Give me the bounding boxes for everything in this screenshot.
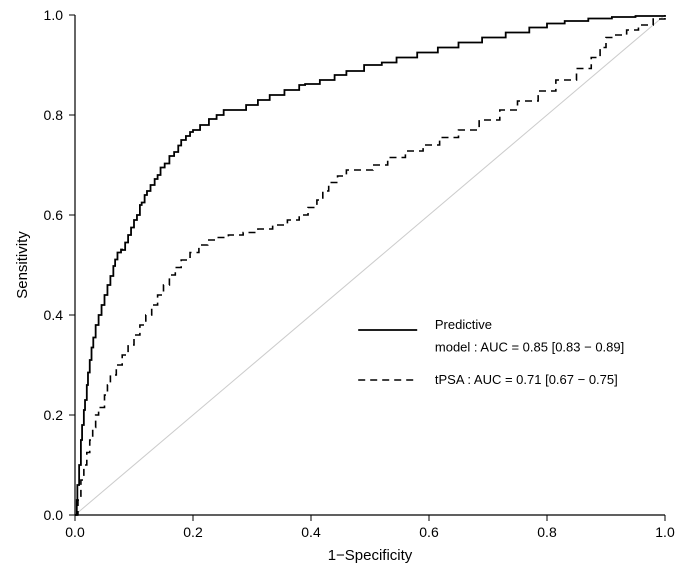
y-tick-label: 0.2 [44,407,64,423]
y-tick-label: 0.4 [44,307,64,323]
roc-chart: 0.00.0 0.2 0.2 0.4 0.4 0.6 0.6 0.8 0.8 1.0 1.0 1−Sp… [0,0,685,564]
x-tick-label: 0.0 [65,524,85,540]
legend-label-tpsa: tPSA : AUC = 0.71 [0.67 − 0.75] [435,372,618,387]
x-tick-label: 0.2 [183,524,203,540]
x-tick-label: 0.6 [419,524,439,540]
y-tick-label: 0.8 [44,107,64,123]
legend-label-predictive-1: Predictive [435,317,492,332]
x-axis-label: 1−Specificity [328,547,413,564]
x-tick-label: 1.0 [655,524,675,540]
x-tick-label: 0.4 [301,524,321,540]
legend-label-predictive-2: model : AUC = 0.85 [0.83 − 0.89] [435,340,624,355]
chart-svg: 0.00.0 0.2 0.2 0.4 0.4 0.6 0.6 0.8 0.8 1.0 1.0 1−Sp… [0,0,685,564]
y-tick-label: 0.0 [44,507,64,523]
y-axis-label: Sensitivity [14,231,31,299]
x-tick-label: 0.8 [537,524,557,540]
y-tick-label: 1.0 [44,7,64,23]
y-tick-label: 0.6 [44,207,64,223]
